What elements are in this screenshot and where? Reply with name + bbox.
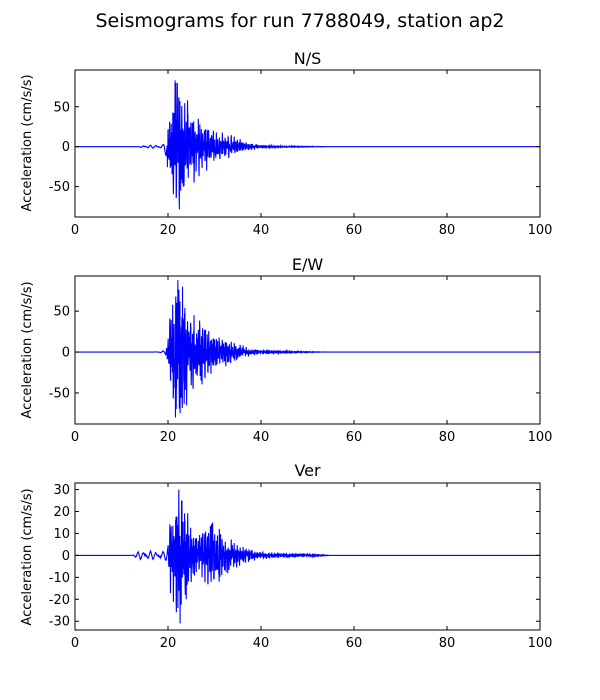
y-tick-label: 50	[53, 100, 70, 115]
y-tick-label: 50	[53, 305, 70, 320]
x-tick-label: 40	[253, 430, 270, 445]
y-axis-label-ns: Acceleration (cm/s/s)	[20, 74, 35, 211]
axes-frame	[74, 482, 541, 631]
y-tick-label: 20	[53, 505, 70, 520]
y-tick-label: 0	[62, 549, 70, 564]
axes-frame	[74, 69, 541, 218]
x-tick-label: 80	[439, 223, 456, 238]
y-axis-label-ew: Acceleration (cm/s/s)	[20, 281, 35, 418]
x-tick-label: 80	[439, 430, 456, 445]
axes-frame	[74, 275, 541, 425]
y-tick-label: 0	[62, 346, 70, 361]
series-line-ns	[75, 80, 540, 210]
y-axis-label-ver: Acceleration (cm/s/s)	[20, 488, 35, 625]
y-tick-label: -50	[49, 180, 70, 195]
y-tick-label: -30	[49, 615, 70, 630]
x-tick-label: 20	[160, 430, 177, 445]
x-tick-label: 0	[71, 430, 79, 445]
x-tick-label: 0	[71, 223, 79, 238]
y-tick-label: 0	[62, 140, 70, 155]
x-tick-label: 60	[346, 223, 363, 238]
x-tick-label: 100	[528, 223, 553, 238]
y-tick-label: 30	[53, 483, 70, 498]
x-tick-label: 20	[160, 636, 177, 651]
panel-title-ver: Ver	[294, 461, 321, 480]
y-tick-label: 10	[53, 527, 70, 542]
x-tick-label: 60	[346, 636, 363, 651]
x-tick-label: 60	[346, 430, 363, 445]
x-tick-label: 40	[253, 636, 270, 651]
series-line-ew	[75, 280, 540, 418]
y-tick-label: -50	[49, 386, 70, 401]
y-tick-label: -10	[49, 571, 70, 586]
x-tick-label: 20	[160, 223, 177, 238]
x-tick-label: 40	[253, 223, 270, 238]
series-line-ver	[75, 489, 540, 624]
x-tick-label: 100	[528, 636, 553, 651]
figure-title: Seismograms for run 7788049, station ap2	[95, 10, 505, 32]
x-tick-label: 80	[439, 636, 456, 651]
x-tick-label: 100	[528, 430, 553, 445]
x-tick-label: 0	[71, 636, 79, 651]
panel-title-ew: E/W	[292, 255, 324, 274]
y-tick-label: -20	[49, 593, 70, 608]
panel-title-ns: N/S	[294, 49, 322, 68]
